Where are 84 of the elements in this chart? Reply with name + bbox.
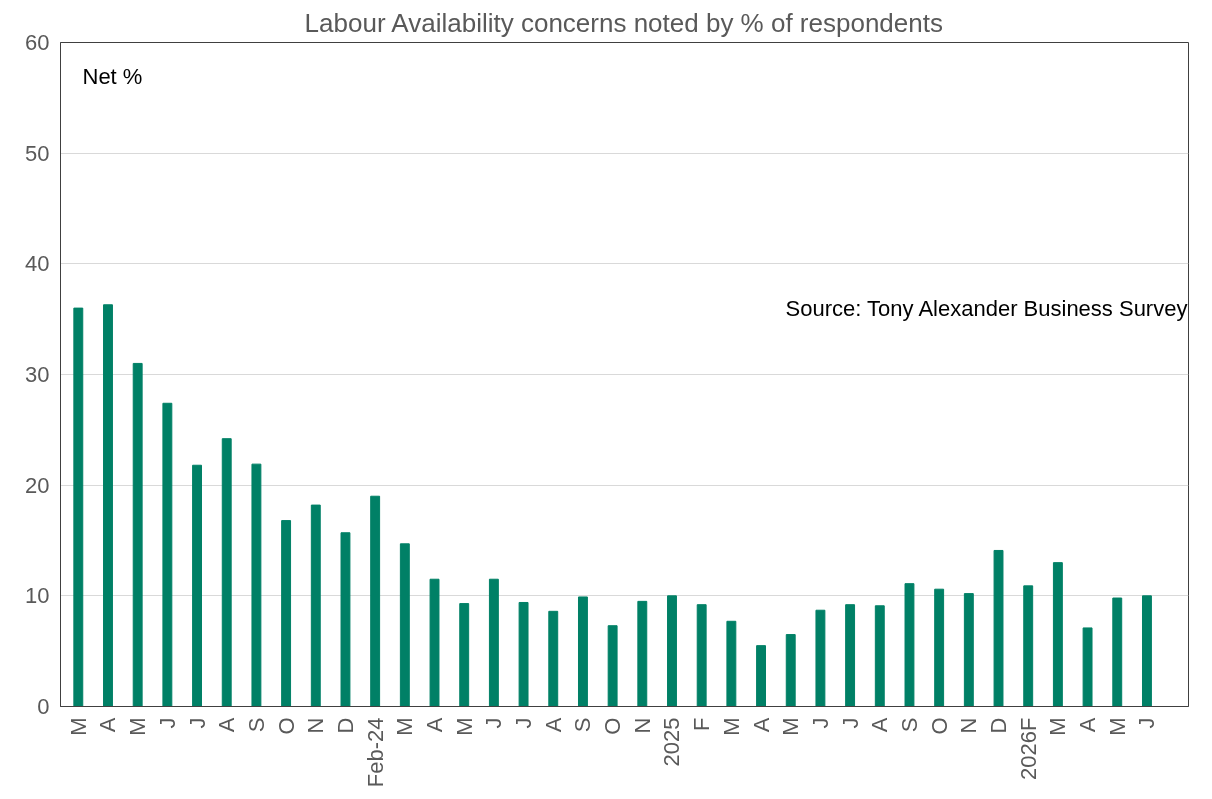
x-tick-label: J (511, 717, 537, 729)
bar (548, 610, 559, 707)
bar (577, 596, 588, 707)
bar (1052, 562, 1063, 707)
bar (340, 532, 351, 707)
x-tick-label: M (1104, 717, 1130, 736)
x-tick-label: O (600, 717, 626, 735)
bar (845, 604, 856, 707)
x-tick-label: J (1134, 717, 1160, 729)
x-tick-label: A (1075, 717, 1101, 733)
x-tick-label: M (392, 717, 418, 736)
y-tick-label: 30 (25, 362, 50, 387)
bar (756, 645, 766, 707)
x-tick-label: 2025 (659, 717, 685, 767)
bar (667, 595, 677, 707)
bar (132, 362, 143, 707)
bar (192, 464, 202, 707)
x-tick-label: J (807, 717, 833, 729)
bar (785, 634, 796, 707)
x-tick-label: D (986, 717, 1012, 734)
x-tick-label: J (184, 717, 210, 729)
bar (904, 583, 915, 707)
bar (726, 620, 737, 707)
x-tick-label: A (214, 717, 240, 733)
bar (73, 307, 84, 707)
x-tick-label: A (540, 717, 566, 733)
bar (993, 549, 1004, 707)
bar (370, 495, 381, 707)
bar (1023, 585, 1034, 707)
bar (221, 438, 232, 707)
bar (162, 402, 173, 707)
bar (281, 520, 292, 707)
x-tick-label: N (956, 717, 982, 734)
x-tick-label: A (422, 717, 448, 733)
x-tick-label: M (1045, 717, 1071, 736)
bar (459, 603, 470, 707)
x-tick-label: A (748, 717, 774, 733)
y-tick-label: 20 (25, 472, 50, 498)
y-tick-label: 10 (25, 583, 50, 609)
bar (103, 304, 113, 707)
x-tick-label: Feb-24 (362, 717, 388, 788)
bar (1112, 597, 1123, 707)
x-tick-label: S (896, 717, 922, 733)
x-tick-label: M (718, 717, 744, 736)
bar (815, 609, 826, 707)
bar (251, 463, 262, 707)
x-tick-label: M (451, 717, 477, 736)
x-tick-label: M (125, 717, 151, 736)
x-tick-label: D (332, 717, 358, 734)
bar (637, 600, 648, 707)
bar (399, 543, 410, 707)
x-tick-label: N (303, 717, 329, 734)
y-tick-label: 60 (25, 30, 50, 55)
bar (488, 578, 499, 707)
bar (874, 605, 885, 707)
bar (934, 588, 945, 707)
bar (518, 601, 529, 707)
bar (607, 625, 618, 707)
bar (1141, 595, 1152, 707)
x-tick-label: J (154, 717, 180, 729)
x-tick-label: F (689, 717, 715, 731)
x-tick-label: M (65, 717, 91, 736)
x-tick-label: J (481, 717, 507, 729)
annotation: Net % (82, 63, 143, 89)
bar (310, 504, 321, 707)
x-tick-label: S (243, 717, 269, 733)
x-tick-label: M (778, 717, 804, 736)
chart-title: Labour Availability concerns noted by % of respondents (304, 7, 943, 38)
x-tick-label: S (570, 717, 596, 733)
x-tick-label: N (629, 717, 655, 734)
y-tick-label: 40 (25, 251, 50, 277)
y-tick-label: 50 (25, 140, 50, 166)
x-tick-label: J (837, 717, 863, 729)
x-tick-label: 2026F (1015, 717, 1041, 780)
bar (696, 604, 707, 707)
x-tick-label: A (95, 717, 121, 733)
x-tick-label: O (273, 717, 299, 735)
annotation: Source: Tony Alexander Business Survey (785, 296, 1188, 322)
bar (1082, 627, 1093, 707)
y-tick-label: 0 (37, 694, 50, 719)
x-tick-label: O (926, 717, 952, 735)
bar (429, 578, 440, 707)
x-tick-label: A (867, 717, 893, 733)
bar (963, 593, 974, 707)
